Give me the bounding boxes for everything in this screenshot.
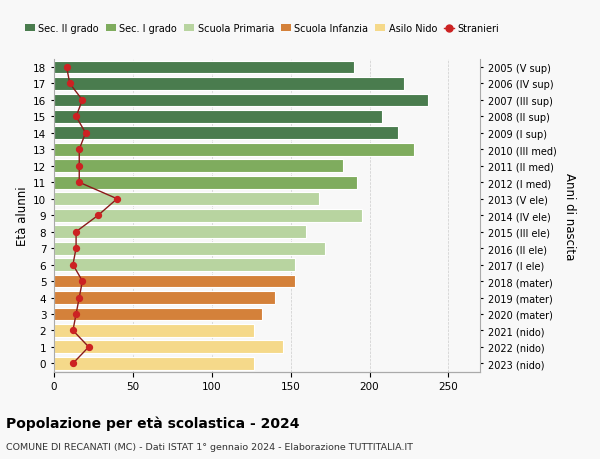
Bar [54,341,283,353]
Bar [54,308,262,321]
Bar [54,226,307,239]
Bar [54,325,254,337]
Point [71,229,81,236]
Bar [54,242,325,255]
Point [71,311,81,318]
Bar [54,78,404,91]
Text: Popolazione per età scolastica - 2024: Popolazione per età scolastica - 2024 [6,415,299,430]
Bar [54,275,295,288]
Point [65,81,74,88]
Point [74,163,84,170]
Bar [54,357,254,370]
Point [71,113,81,121]
Bar [54,62,354,74]
Point [94,212,103,219]
Bar [54,209,362,222]
Point [74,146,84,154]
Point [77,278,87,285]
Point [112,196,122,203]
Legend: Sec. II grado, Sec. I grado, Scuola Primaria, Scuola Infanzia, Asilo Nido, Stran: Sec. II grado, Sec. I grado, Scuola Prim… [25,24,499,34]
Point [62,64,71,72]
Point [68,360,78,367]
Point [68,261,78,269]
Point [68,327,78,335]
Point [74,179,84,186]
Point [84,343,94,351]
Y-axis label: Anni di nascita: Anni di nascita [563,172,576,259]
Bar [54,95,428,107]
Point [77,97,87,104]
Bar [54,111,382,123]
Bar [54,127,398,140]
Bar [54,258,295,271]
Text: COMUNE DI RECANATI (MC) - Dati ISTAT 1° gennaio 2024 - Elaborazione TUTTITALIA.I: COMUNE DI RECANATI (MC) - Dati ISTAT 1° … [6,442,413,451]
Point [74,294,84,302]
Point [71,245,81,252]
Y-axis label: Età alunni: Età alunni [16,186,29,246]
Bar [54,144,414,157]
Bar [54,160,343,173]
Bar [54,193,319,206]
Point [81,130,91,137]
Bar [54,176,357,189]
Bar [54,291,275,304]
